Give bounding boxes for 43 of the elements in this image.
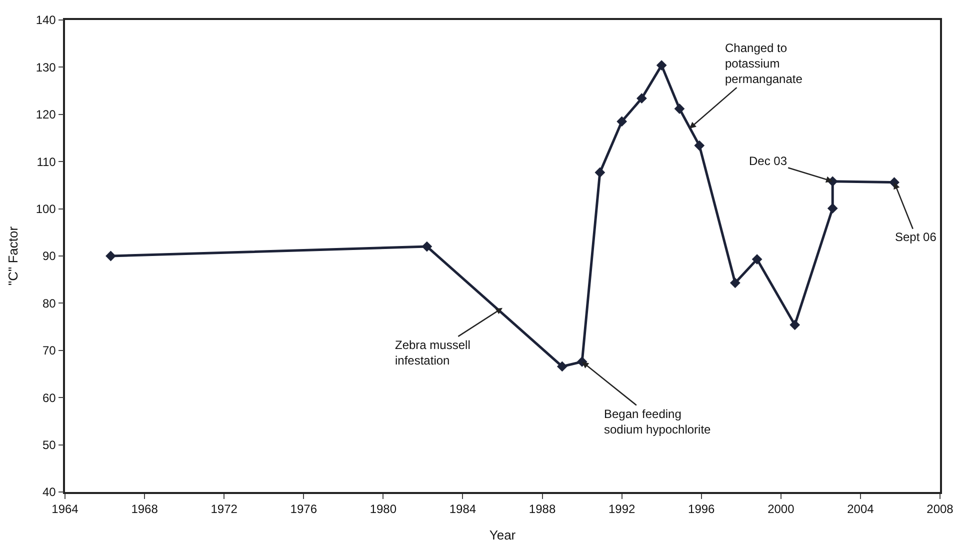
y-tick-label: 140: [36, 13, 56, 28]
point: [674, 104, 685, 114]
y-tick-label: 130: [36, 60, 56, 74]
y-tick-label: 110: [36, 154, 56, 169]
annotation: Zebra mussell infestation: [395, 338, 470, 368]
annotation: Began feeding sodium hypochlorite: [604, 407, 712, 437]
x-tick-label: 1996: [688, 502, 716, 516]
y-tick-label: 70: [42, 344, 56, 358]
point: [752, 254, 762, 264]
point: [616, 116, 628, 127]
annotation: Changed to potassium permanganate: [725, 41, 803, 86]
point: [422, 241, 432, 252]
y-tick-label: 100: [36, 202, 56, 216]
x-tick-label: 1984: [449, 502, 476, 516]
x-tick-label: 2008: [926, 502, 954, 516]
y-tick-label: 50: [42, 438, 56, 452]
point: [790, 320, 800, 330]
point: [106, 250, 116, 262]
x-tick-label: 1968: [131, 502, 158, 516]
y-tick-label: 40: [42, 485, 56, 500]
point: [694, 140, 705, 151]
x-tick-label: 1980: [370, 502, 397, 516]
point: [730, 278, 740, 288]
x-tick-label: 1988: [528, 502, 556, 516]
x-tick-label: 2004: [847, 502, 874, 516]
point: [827, 203, 838, 214]
point: [556, 361, 568, 372]
x-axis-title: Year: [489, 527, 516, 542]
point: [656, 60, 667, 71]
y-tick-label: 60: [42, 390, 56, 405]
x-tick-label: 1964: [52, 502, 79, 516]
x-tick-label: 1972: [210, 502, 238, 516]
x-tick-label: 1992: [608, 502, 636, 516]
x-tick-label: 1976: [290, 502, 318, 516]
point: [636, 93, 647, 104]
point: [594, 167, 606, 178]
x-tick-label: 2000: [768, 502, 795, 516]
y-tick-label: 90: [42, 249, 56, 264]
y-axis-title: "C" Factor: [5, 226, 20, 286]
annotation: Dec 03: [749, 154, 788, 168]
y-tick-label: 80: [42, 296, 56, 310]
y-tick-label: 120: [36, 108, 56, 122]
annotation: Sept 06: [895, 230, 937, 244]
